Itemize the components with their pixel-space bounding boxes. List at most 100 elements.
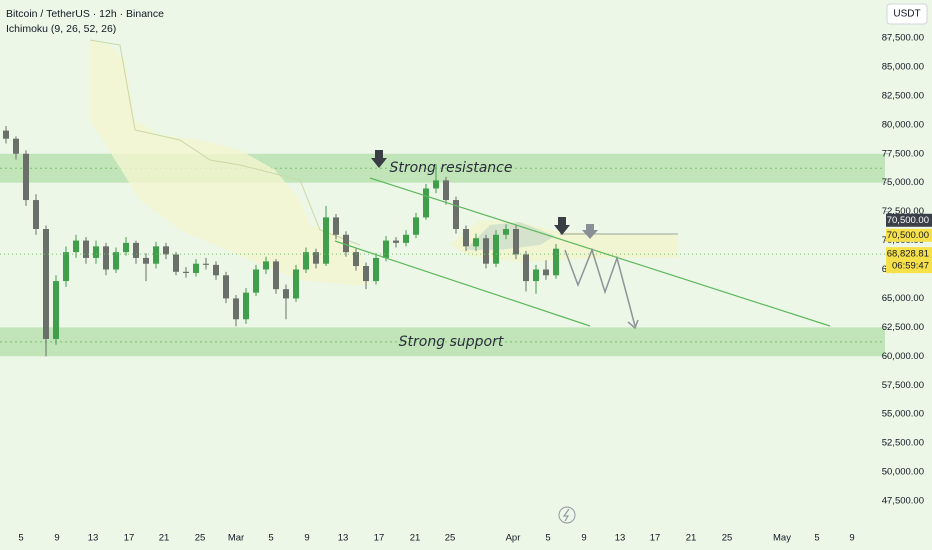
- candle-body: [303, 252, 309, 270]
- price-label-box: [886, 213, 932, 227]
- x-tick-label: 21: [410, 533, 421, 544]
- candle-body: [83, 240, 89, 258]
- y-tick-label: 75,000.00: [882, 177, 924, 188]
- candle-body: [383, 240, 389, 258]
- candle-body: [93, 246, 99, 258]
- y-tick-label: 77,500.00: [882, 148, 924, 159]
- y-tick-label: 62,500.00: [882, 322, 924, 333]
- countdown: 06:59:47: [892, 261, 929, 272]
- x-tick-label: 25: [722, 533, 733, 544]
- arrow-marker: [582, 224, 598, 239]
- candle-body: [33, 200, 39, 229]
- price-label-box: [886, 247, 932, 274]
- x-tick-label: 9: [849, 533, 854, 544]
- x-tick-label: Mar: [228, 533, 244, 544]
- plot-background: [0, 0, 885, 550]
- zone-label: Strong support: [399, 334, 504, 350]
- price-label: 70,500.00: [887, 215, 929, 226]
- x-tick-label: 17: [374, 533, 385, 544]
- candle-body: [453, 200, 459, 229]
- candle-body: [103, 246, 109, 270]
- candle-body: [363, 266, 369, 282]
- candle-body: [343, 234, 349, 253]
- candle-body: [493, 234, 499, 264]
- candle-body: [423, 188, 429, 218]
- candle-body: [443, 180, 449, 201]
- candle-body: [123, 242, 129, 253]
- projection-path: [564, 247, 636, 327]
- candle-body: [553, 248, 559, 276]
- candle-body: [293, 269, 299, 299]
- event-icon-bolt: [562, 508, 570, 522]
- candle-body: [523, 254, 529, 282]
- x-tick-label: 9: [304, 533, 309, 544]
- x-tick-label: 17: [650, 533, 661, 544]
- ichimoku-span: [89, 39, 361, 246]
- candle-body: [73, 240, 79, 253]
- candle-body: [503, 228, 509, 235]
- x-tick-label: 5: [814, 533, 819, 544]
- candle-body: [323, 217, 329, 264]
- candle-body: [203, 263, 209, 265]
- x-tick-label: 25: [195, 533, 206, 544]
- x-tick-label: May: [773, 533, 791, 544]
- candle-body: [113, 252, 119, 270]
- candle-body: [273, 261, 279, 290]
- y-tick-label: 57,500.00: [882, 380, 924, 391]
- price-label: 68,828.81: [887, 249, 929, 260]
- candle-body: [43, 228, 49, 339]
- y-tick-label: 72,500.00: [882, 206, 924, 217]
- x-tick-label: 5: [18, 533, 23, 544]
- arrow-marker: [371, 150, 387, 168]
- x-tick-label: Apr: [506, 533, 521, 544]
- currency-button[interactable]: [886, 3, 928, 25]
- candle-body: [543, 269, 549, 276]
- candle-body: [163, 246, 169, 255]
- price-label: 70,500.00: [887, 230, 929, 241]
- channel-lower: [334, 240, 591, 327]
- x-tick-label: 21: [159, 533, 170, 544]
- candle-body: [463, 228, 469, 247]
- y-tick-label: 50,000.00: [882, 467, 924, 478]
- candle-body: [3, 130, 9, 139]
- y-tick-label: 65,000.00: [882, 293, 924, 304]
- candle-body: [253, 269, 259, 293]
- candle-body: [183, 271, 189, 273]
- candle-body: [473, 238, 479, 247]
- currency-label[interactable]: USDT: [893, 9, 920, 20]
- event-icon[interactable]: [558, 506, 576, 524]
- x-tick-label: 25: [445, 533, 456, 544]
- candle-body: [13, 138, 19, 154]
- x-tick-label: 5: [545, 533, 550, 544]
- y-tick-label: 52,500.00: [882, 438, 924, 449]
- y-tick-label: 55,000.00: [882, 409, 924, 420]
- projection-arrowhead: [627, 319, 639, 330]
- price-label-box: [886, 228, 932, 242]
- candle-body: [413, 217, 419, 235]
- candle-body: [263, 261, 269, 270]
- candle-body: [373, 257, 379, 282]
- candle-body: [233, 298, 239, 320]
- candle-body: [283, 289, 289, 299]
- candle-body: [513, 228, 519, 255]
- y-tick-label: 85,000.00: [882, 61, 924, 72]
- candle-body: [23, 153, 29, 201]
- candle-body: [173, 254, 179, 272]
- axis-background: [885, 0, 932, 550]
- symbol-title: Bitcoin / TetherUS · 12h · Binance: [6, 8, 164, 20]
- candle-body: [133, 242, 139, 258]
- x-tick-label: 13: [338, 533, 349, 544]
- candle-body: [153, 246, 159, 264]
- candle-body: [333, 217, 339, 235]
- channel-upper: [369, 177, 831, 327]
- ichimoku-cloud: [90, 40, 370, 285]
- candle-body: [403, 234, 409, 243]
- x-tick-label: 9: [54, 533, 59, 544]
- candle-body: [53, 281, 59, 339]
- x-tick-label: 21: [686, 533, 697, 544]
- candle-body: [143, 257, 149, 264]
- x-tick-label: 13: [615, 533, 626, 544]
- candle-body: [243, 292, 249, 320]
- candle-body: [353, 252, 359, 267]
- candle-body: [433, 180, 439, 189]
